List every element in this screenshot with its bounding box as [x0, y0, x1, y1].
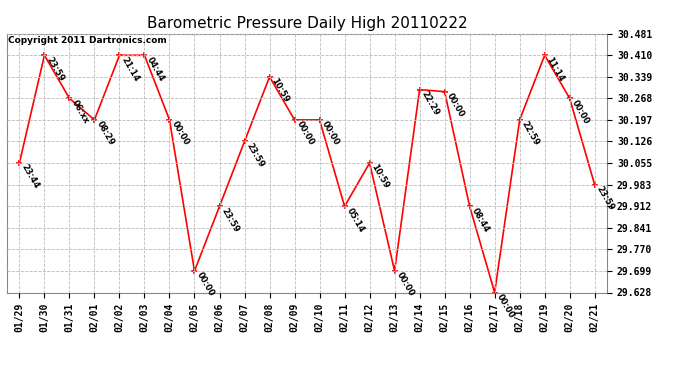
Text: 05:14: 05:14	[344, 206, 366, 234]
Text: 00:00: 00:00	[170, 120, 190, 147]
Text: 08:44: 08:44	[470, 206, 491, 234]
Text: 23:44: 23:44	[19, 163, 41, 190]
Text: Copyright 2011 Dartronics.com: Copyright 2011 Dartronics.com	[8, 36, 167, 45]
Text: 21:14: 21:14	[119, 55, 141, 83]
Text: 00:00: 00:00	[570, 98, 591, 126]
Text: 10:59: 10:59	[270, 77, 290, 104]
Text: 00:00: 00:00	[444, 92, 466, 119]
Text: 23:59: 23:59	[244, 141, 266, 169]
Text: 11:14: 11:14	[544, 55, 566, 83]
Text: 23:59: 23:59	[595, 185, 615, 212]
Text: 00:00: 00:00	[395, 271, 415, 298]
Text: 00:00: 00:00	[195, 271, 215, 298]
Text: 00:00: 00:00	[495, 292, 515, 320]
Text: 06:xx: 06:xx	[70, 98, 90, 125]
Text: 23:59: 23:59	[219, 206, 241, 234]
Text: 00:00: 00:00	[295, 120, 315, 147]
Text: 00:00: 00:00	[319, 120, 341, 147]
Text: 23:59: 23:59	[44, 55, 66, 83]
Text: 10:59: 10:59	[370, 163, 391, 190]
Text: 04:44: 04:44	[144, 55, 166, 83]
Title: Barometric Pressure Daily High 20110222: Barometric Pressure Daily High 20110222	[147, 16, 467, 31]
Text: 22:59: 22:59	[520, 120, 541, 148]
Text: 08:29: 08:29	[95, 120, 115, 147]
Text: 22:29: 22:29	[420, 90, 441, 117]
